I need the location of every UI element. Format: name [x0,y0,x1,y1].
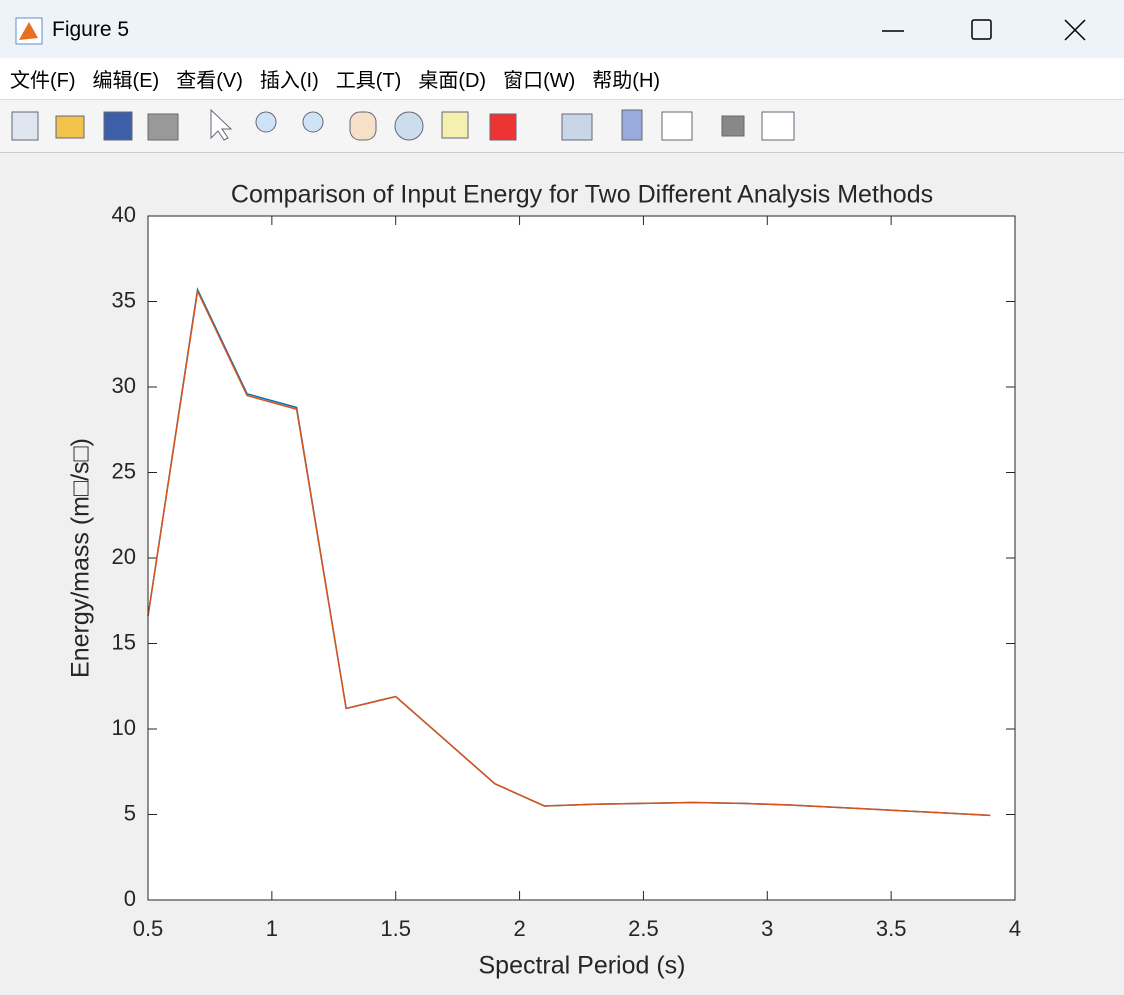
brush-icon[interactable] [489,113,517,141]
print-icon[interactable] [147,113,179,141]
datatip-icon[interactable] [441,111,469,139]
plot-area [148,216,1015,900]
legend-icon[interactable] [661,111,693,141]
y-tick-label: 20 [112,544,136,569]
pan-icon[interactable] [349,111,377,141]
axes-box [147,215,1016,901]
dock-icon[interactable] [761,111,795,141]
x-tick-label: 3.5 [876,916,907,941]
menu-item[interactable]: 插入(I) [259,70,319,92]
new-icon[interactable] [11,111,39,141]
y-tick-label: 25 [112,458,136,483]
zoom-in-icon[interactable] [255,111,277,133]
x-tick-label: 2 [513,916,525,941]
x-tick-label: 3 [761,916,773,941]
x-tick-label: 1 [266,916,278,941]
zoom-out-icon[interactable] [302,111,324,133]
open-icon[interactable] [55,115,85,139]
x-tick-label: 1.5 [380,916,411,941]
pointer-icon[interactable] [210,108,233,141]
y-tick-label: 0 [124,886,136,911]
y-tick-label: 5 [124,800,136,825]
title-bar: Figure 5 [0,0,1124,58]
close-button[interactable] [1064,19,1086,41]
menu-item[interactable]: 帮助(H) [592,70,661,92]
x-tick-label: 4 [1009,916,1021,941]
save-icon[interactable] [103,111,133,141]
y-tick-label: 35 [112,287,136,312]
colorbar-icon[interactable] [621,109,643,141]
menu-item[interactable]: 查看(V) [176,70,243,92]
menu-item[interactable]: 文件(F) [10,70,76,92]
chart-title: Comparison of Input Energy for Two Diffe… [231,181,933,209]
y-axis-label: Energy/mass (m□/s□) [67,438,95,678]
tool-icons [11,108,795,141]
menu-item[interactable]: 编辑(E) [92,70,160,92]
hide-icon[interactable] [721,115,745,137]
menu-item[interactable]: 窗口(W) [503,70,576,92]
y-tick-label: 40 [112,202,136,227]
y-tick-label: 15 [112,629,136,654]
app-icon-shape [19,22,38,40]
series-line [147,288,991,817]
title-icons [15,17,1086,45]
x-tick-label: 0.5 [133,916,164,941]
toolbar [0,100,1124,153]
chart: Comparison of Input Energy for Two Diffe… [67,181,1022,980]
link-icon[interactable] [561,113,593,141]
y-tick-label: 10 [112,715,136,740]
menu-item[interactable]: 工具(T) [335,70,402,92]
menu-item[interactable]: 桌面(D) [418,70,487,92]
rotate-icon[interactable] [394,111,424,141]
maximize-button[interactable] [971,19,992,40]
y-tick-label: 30 [112,373,136,398]
toolbar-icons [11,108,795,141]
x-tick-label: 2.5 [628,916,659,941]
window-title: Figure 5 [52,18,130,41]
menu-bar: 文件(F) 编辑(E) 查看(V) 插入(I) 工具(T) 桌面(D) 窗口(W) 帮助(H) [0,58,1124,100]
x-axis-label: Spectral Period (s) [478,952,685,980]
